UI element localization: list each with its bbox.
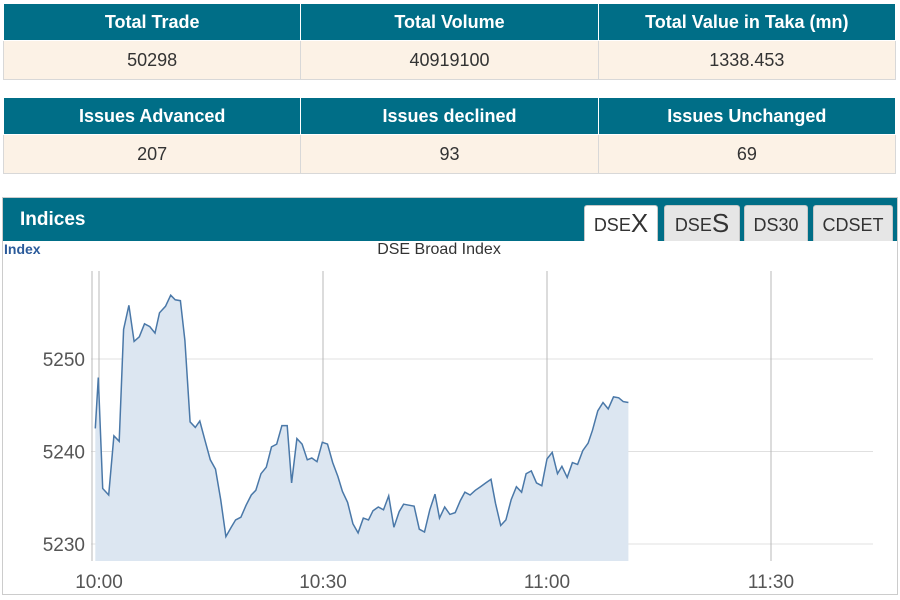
y-axis-label: Index bbox=[4, 241, 41, 257]
y-tick-label: 5230 bbox=[43, 535, 85, 556]
total-trade-value: 50298 bbox=[2, 40, 302, 80]
x-tick-label: 10:00 bbox=[75, 572, 123, 593]
series-line bbox=[94, 293, 629, 539]
issues-table: Issues Advanced Issues declined Issues U… bbox=[2, 97, 897, 174]
series-area bbox=[95, 295, 629, 561]
issues-unchanged-header: Issues Unchanged bbox=[597, 97, 897, 135]
indices-panel: Indices DSE X DSE S DS30 CDSET Index DSE B… bbox=[2, 197, 898, 595]
y-tick-label: 5240 bbox=[43, 443, 85, 464]
tab-ds30[interactable]: DS30 bbox=[744, 205, 808, 241]
tab-cdset[interactable]: CDSET bbox=[813, 205, 893, 241]
total-volume-value: 40919100 bbox=[300, 40, 599, 80]
x-tick-label: 10:30 bbox=[299, 572, 347, 593]
issues-advanced-value: 207 bbox=[2, 134, 302, 174]
area-layer bbox=[94, 293, 629, 561]
chart-title: DSE Broad Index bbox=[377, 241, 501, 258]
market-summary-table: Total Trade Total Volume Total Value in … bbox=[2, 3, 897, 80]
issues-advanced-header: Issues Advanced bbox=[2, 97, 302, 135]
indices-title: Indices bbox=[20, 209, 86, 230]
total-value-header: Total Value in Taka (mn) bbox=[597, 3, 897, 41]
dse-broad-index-chart: Index DSE Broad Index 5230 5240 5250 10:00 1… bbox=[4, 241, 873, 593]
tab-dses-suffix: S bbox=[711, 208, 730, 238]
y-tick-label: 5250 bbox=[43, 350, 85, 371]
total-trade-header: Total Trade bbox=[2, 3, 302, 41]
tick-labels: 5230 5240 5250 10:00 10:30 11:00 11:30 bbox=[43, 350, 794, 593]
total-volume-header: Total Volume bbox=[300, 3, 599, 41]
tab-cdset-label: CDSET bbox=[822, 215, 884, 235]
tab-dses[interactable]: DSE S bbox=[664, 205, 740, 241]
tab-ds30-label: DS30 bbox=[753, 215, 799, 235]
x-tick-label: 11:30 bbox=[748, 572, 794, 593]
issues-unchanged-value: 69 bbox=[597, 134, 897, 174]
tab-dses-prefix: DSE bbox=[674, 215, 712, 235]
tab-dsex-suffix: X bbox=[630, 208, 649, 238]
issues-header-row: Issues Advanced Issues declined Issues U… bbox=[2, 97, 897, 135]
issues-declined-header: Issues declined bbox=[300, 97, 599, 135]
summary-value-row: 50298 40919100 1338.453 bbox=[2, 40, 897, 80]
issues-value-row: 207 93 69 bbox=[2, 134, 897, 174]
total-value-value: 1338.453 bbox=[597, 40, 897, 80]
x-tick-label: 11:00 bbox=[524, 572, 570, 593]
tab-dsex[interactable]: DSE X bbox=[584, 205, 658, 241]
issues-declined-value: 93 bbox=[300, 134, 599, 174]
tab-dsex-prefix: DSE bbox=[593, 215, 631, 235]
summary-header-row: Total Trade Total Volume Total Value in … bbox=[2, 3, 897, 41]
